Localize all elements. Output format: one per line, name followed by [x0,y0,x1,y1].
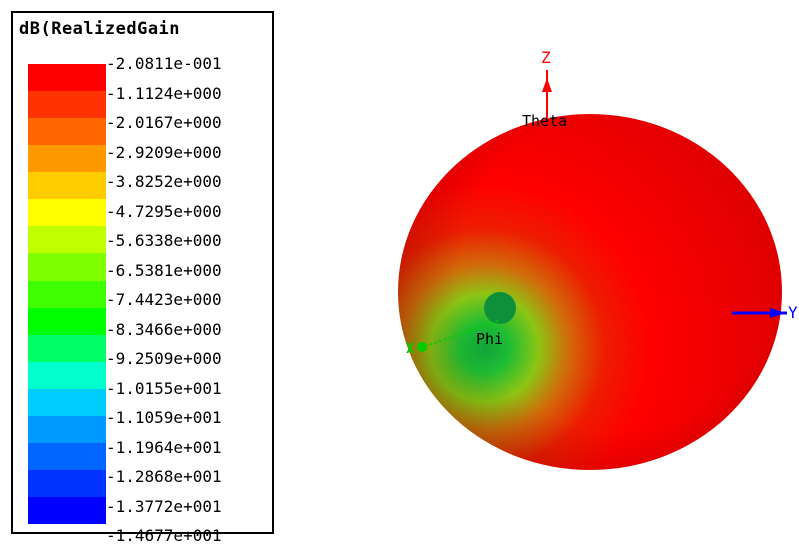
legend-swatch [28,388,106,416]
radiation-pattern-3d-plot[interactable]: Z Theta Y X Phi [340,30,799,500]
pattern-null-hole [484,292,516,324]
legend-value-label: -7.4423e+000 [106,290,222,309]
legend-swatch [28,199,106,227]
legend-swatch [28,334,106,362]
legend-swatch [28,307,106,335]
legend-swatch [28,361,106,389]
legend-value-label: -9.2509e+000 [106,349,222,368]
legend-swatch [28,497,106,525]
pattern-shading [398,114,782,470]
legend-swatch [28,64,106,92]
legend-swatch [28,226,106,254]
legend-value-label: -3.8252e+000 [106,172,222,191]
legend-swatch [28,415,106,443]
phi-label: Phi [476,330,503,348]
legend-color-scale [28,64,106,525]
legend-swatch [28,172,106,200]
x-axis-label: X [406,341,415,357]
legend-value-label: -2.0811e-001 [106,54,222,73]
legend-swatch [28,280,106,308]
legend-swatch [28,442,106,470]
legend-swatch [28,469,106,497]
x-axis: X [406,319,501,357]
z-axis: Z [541,48,552,118]
legend-swatch [28,253,106,281]
legend-value-label: -8.3466e+000 [106,319,222,339]
legend-panel: dB(RealizedGain -2.0811e-001 -1.1124e+000… [11,11,274,545]
y-axis-label: Y [788,303,798,322]
radiation-pattern-svg[interactable]: Z Theta Y X Phi [340,30,799,500]
legend-value-label: -2.9209e+000 [106,142,222,162]
legend-title: dB(RealizedGain [19,19,181,39]
z-axis-label: Z [541,48,551,67]
legend-value-label: -1.1059e+001 [106,408,222,427]
legend-value-label: -1.1964e+001 [106,437,222,457]
legend-value-label: -1.3772e+001 [106,496,222,516]
legend-value-label: -1.0155e+001 [106,378,222,398]
theta-label: Theta [522,112,567,130]
legend-swatch [28,145,106,173]
legend-value-label: -5.6338e+000 [106,231,222,250]
legend-value-label: -2.0167e+000 [106,113,222,132]
legend-swatch [28,91,106,119]
legend-value-label: -1.4677e+001 [106,526,222,545]
legend-value-label: -4.7295e+000 [106,201,222,221]
y-axis: Y [732,303,798,322]
legend-value-label: -1.1124e+000 [106,83,222,103]
legend-value-label: -6.5381e+000 [106,260,222,280]
legend-swatch [28,118,106,146]
legend-value-label: -1.2868e+001 [106,467,222,486]
